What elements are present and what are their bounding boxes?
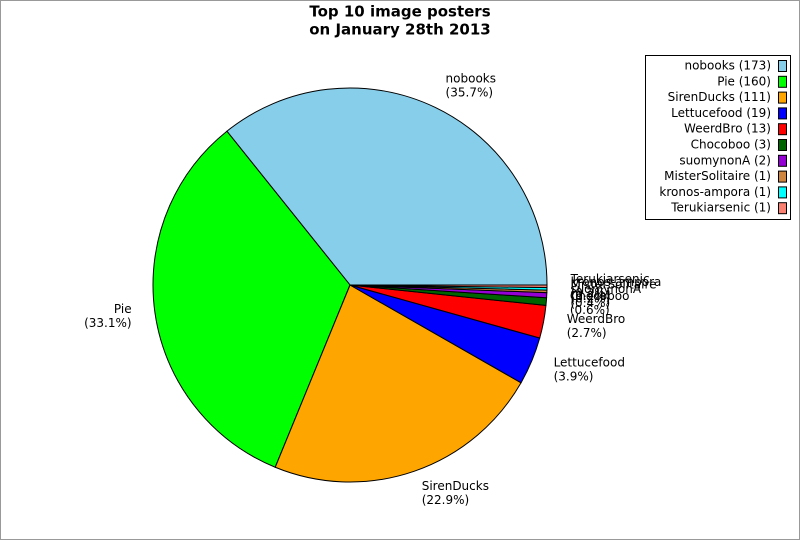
slice-value-label: (22.9%)	[422, 493, 469, 507]
slice-label: suomynonA	[570, 282, 642, 296]
pie-slice	[152, 130, 351, 468]
legend-swatch	[778, 154, 787, 167]
slice-value-label: (35.7%)	[446, 86, 493, 100]
legend-swatch	[778, 107, 787, 120]
legend-label: Lettucefood (19)	[671, 106, 771, 120]
legend-label: SirenDucks (111)	[668, 90, 771, 104]
slice-value-label: (0.2%)	[571, 289, 611, 303]
legend-label: Terukiarsenic (1)	[670, 201, 771, 215]
slice-value-label: (33.1%)	[84, 316, 131, 330]
slice-label: SirenDucks	[422, 479, 489, 493]
legend-swatch	[778, 60, 787, 72]
legend-swatch	[778, 75, 787, 88]
legend-swatch	[778, 202, 787, 215]
legend-label: kronos-ampora (1)	[659, 185, 771, 199]
chart-title: Top 10 image posters	[309, 3, 490, 21]
slice-label: nobooks	[446, 72, 496, 86]
legend-label: Chocoboo (3)	[691, 138, 771, 152]
legend-swatch	[778, 139, 787, 151]
slice-value-label: (0.6%)	[570, 303, 610, 317]
slice-label: Pie	[114, 302, 132, 316]
slice-value-label: (0.4%)	[570, 296, 610, 310]
slice-value-label: (3.9%)	[554, 370, 594, 384]
slice-label: Chocoboo	[570, 289, 630, 303]
slice-value-label: (2.7%)	[567, 326, 607, 340]
chart-title: on January 28th 2013	[309, 21, 490, 39]
slice-label: WeerdBro	[567, 312, 626, 326]
slice-value-label: (0.2%)	[571, 292, 611, 306]
slice-label: Lettucefood	[554, 356, 625, 370]
legend-label: suomynonA (2)	[679, 153, 771, 167]
pie-slice	[226, 87, 548, 286]
legend-swatch	[778, 91, 787, 104]
legend-label: Pie (160)	[717, 74, 771, 88]
legend-label: MisterSolitaire (1)	[664, 169, 771, 183]
legend-swatch	[778, 123, 787, 136]
legend-label: nobooks (173)	[684, 59, 771, 73]
legend-swatch	[778, 170, 787, 183]
legend-swatch	[778, 186, 787, 199]
slice-label: kronos-ampora	[571, 275, 662, 289]
legend-label: WeerdBro (13)	[684, 122, 771, 136]
legend-box	[645, 55, 791, 220]
pie-slice	[274, 284, 522, 483]
slice-label: Terukiarsenic	[570, 272, 650, 286]
slice-value-label: (0.2%)	[571, 286, 611, 300]
pie-slice	[349, 284, 548, 289]
slice-label: MisterSolitaire	[571, 278, 657, 292]
